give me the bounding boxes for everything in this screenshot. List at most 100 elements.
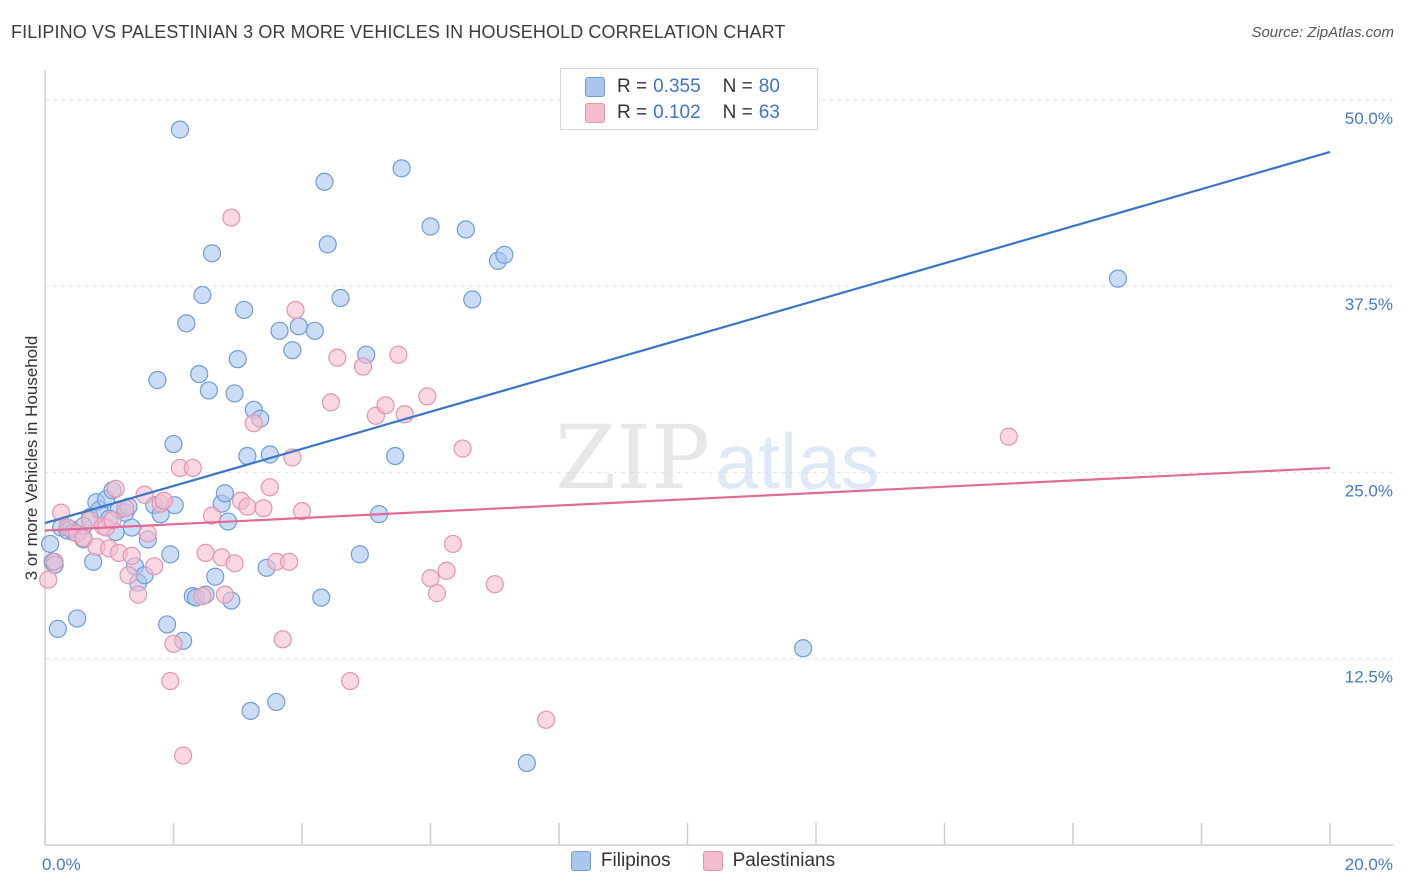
palestinian-point (196, 543, 215, 562)
filipino-point (202, 244, 222, 263)
palestinian-point (443, 534, 463, 554)
filipino-point (241, 701, 260, 720)
filipino-point (157, 615, 177, 634)
y-axis-label: 3 or more Vehicles in Household (22, 335, 41, 581)
palestinian-point (280, 552, 299, 571)
tick-labels: 12.5% 25.0% 37.5% 50.0% 0.0% 20.0% (42, 109, 1393, 874)
source-credit: Source: ZipAtlas.com (1251, 24, 1394, 41)
palestinian-point (418, 387, 437, 406)
filipino-point (41, 534, 60, 554)
palestinians-legend-swatch (702, 851, 723, 871)
filipino-point (318, 235, 337, 254)
palestinians-trend-line (44, 466, 1331, 532)
filipino-point (148, 370, 167, 390)
y-tick-label: 50.0% (1345, 109, 1393, 128)
filipino-point (225, 384, 244, 403)
n-value: 63 (758, 102, 780, 123)
filipino-point (421, 217, 440, 236)
palestinian-point (193, 587, 212, 606)
filipinos-trend-line (44, 150, 1331, 525)
filipino-point (68, 609, 87, 628)
y-tick-label: 37.5% (1345, 295, 1393, 314)
legend-item-filipinos[interactable]: Filipinos (570, 850, 671, 872)
palestinian-point (260, 478, 279, 497)
filipino-point (495, 245, 514, 264)
stats-row-palestinians: R = 0.102 N = 63 (585, 100, 780, 126)
x-tick-label: 0.0% (42, 855, 81, 874)
legend-label-palestinians: Palestinians (732, 850, 836, 871)
palestinian-point (353, 357, 373, 376)
palestinian-point (485, 575, 504, 594)
filipino-point (305, 321, 324, 340)
filipinos-swatch (585, 77, 605, 97)
r-label: R = (617, 102, 648, 123)
r-value: 0.355 (653, 76, 701, 97)
watermark: ZIP atlas (555, 406, 880, 509)
stats-row-filipinos: R = 0.355 N = 80 (585, 74, 780, 100)
stats-legend: R = 0.355 N = 80 R = 0.102 N = 63 (560, 68, 818, 130)
y-tick-label: 25.0% (1345, 481, 1393, 500)
palestinian-point (427, 584, 447, 603)
filipino-point (170, 120, 190, 139)
filipino-point (392, 159, 411, 178)
palestinian-point (225, 554, 244, 573)
filipino-point (312, 588, 331, 607)
filipino-point (1108, 269, 1128, 288)
filipino-point (350, 545, 369, 564)
palestinian-point (183, 458, 202, 478)
palestinian-point (321, 393, 341, 412)
filipino-point (283, 341, 302, 360)
palestinian-point (174, 746, 193, 765)
palestinian-point (39, 570, 58, 589)
filipino-point (164, 434, 183, 454)
palestinian-point (238, 497, 257, 516)
palestinian-point (437, 561, 456, 580)
x-tick-label: 20.0% (1345, 855, 1393, 874)
filipino-point (289, 317, 308, 336)
palestinian-point (292, 502, 312, 521)
filipino-point (331, 288, 350, 308)
trend-lines (44, 150, 1331, 532)
filipino-point (177, 314, 196, 333)
filipino-point (48, 619, 67, 638)
filipino-point (315, 172, 334, 191)
n-label: N = (722, 76, 753, 97)
y-tick-label: 12.5% (1345, 668, 1393, 687)
watermark-zip: ZIP (555, 406, 710, 509)
palestinians-swatch (585, 103, 605, 123)
series-legend: Filipinos Palestinians (0, 850, 1406, 872)
palestinian-point (254, 499, 273, 518)
palestinian-point (389, 345, 408, 364)
filipino-point (228, 350, 247, 369)
palestinian-point (164, 634, 183, 653)
palestinian-point (145, 557, 164, 576)
filipino-point (161, 545, 180, 564)
legend-item-palestinians[interactable]: Palestinians (702, 850, 836, 872)
filipino-point (267, 692, 286, 712)
palestinian-point (286, 300, 305, 320)
palestinian-point (161, 671, 180, 691)
axes (44, 70, 1393, 846)
filipino-point (215, 484, 234, 503)
palestinian-point (537, 710, 556, 729)
chart-title: FILIPINO VS PALESTINIAN 3 OR MORE VEHICL… (11, 22, 786, 42)
r-label: R = (617, 76, 648, 97)
filipino-point (206, 567, 225, 586)
filipino-point (463, 290, 482, 309)
palestinian-point (273, 630, 292, 649)
palestinian-point (341, 671, 360, 691)
data-points (39, 120, 1128, 773)
palestinian-point (103, 510, 122, 530)
filipino-point (84, 552, 103, 571)
legend-label-filipinos: Filipinos (600, 850, 671, 871)
gridlines (45, 99, 1393, 660)
palestinian-point (154, 491, 173, 510)
palestinian-point (45, 552, 64, 571)
palestinian-point (119, 566, 138, 585)
palestinian-point (376, 396, 395, 415)
palestinian-point (222, 208, 241, 227)
palestinian-point (106, 479, 125, 498)
palestinian-point (328, 348, 347, 367)
palestinian-point (215, 585, 234, 604)
